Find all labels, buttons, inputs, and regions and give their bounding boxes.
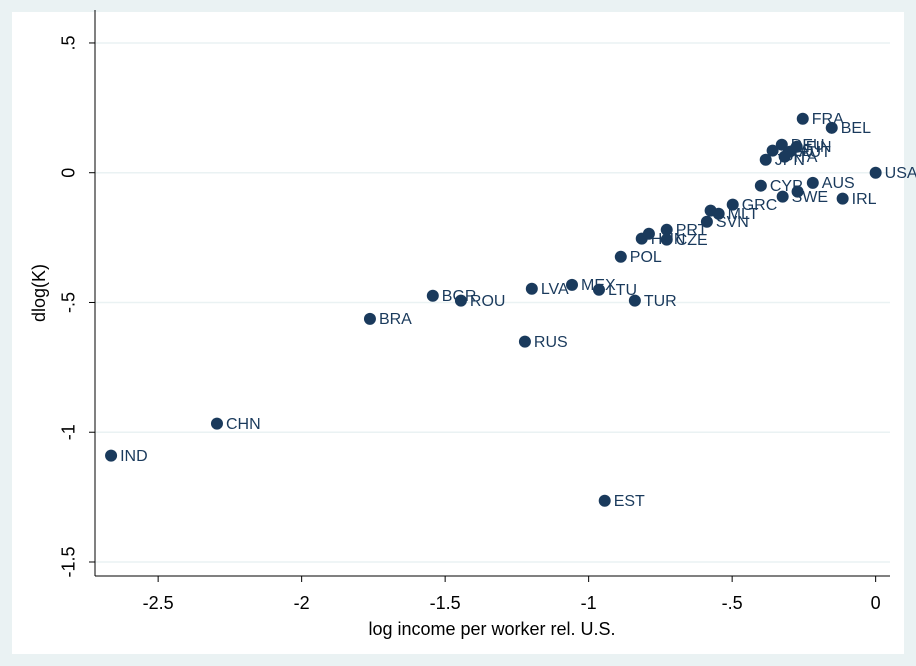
point (806, 176, 819, 189)
y-tick-label: 0 (59, 168, 79, 178)
point (105, 449, 118, 462)
point (836, 192, 849, 205)
point-label: ITA (794, 149, 818, 166)
point (210, 417, 223, 430)
point (642, 227, 655, 240)
point-label: POL (630, 249, 662, 266)
point-label: AUS (822, 175, 855, 192)
point (614, 250, 627, 263)
point (825, 121, 838, 134)
point (759, 153, 772, 166)
point-label: FIN (806, 139, 832, 156)
point (712, 207, 725, 220)
point (869, 166, 882, 179)
point-label: USA (885, 165, 916, 182)
point (363, 312, 376, 325)
point-label: IND (120, 448, 148, 465)
point-label: SVN (716, 214, 749, 231)
x-tick-label: 0 (871, 593, 881, 613)
point (566, 278, 578, 291)
y-axis-title: dlog(K) (29, 264, 49, 322)
point (525, 282, 538, 295)
point-label: TUR (644, 293, 677, 310)
point (592, 283, 605, 296)
y-tick-label: .5 (59, 35, 79, 50)
y-tick-label: -1 (59, 424, 79, 440)
x-axis-title: log income per worker rel. U.S. (368, 619, 615, 639)
y-tick-label: -.5 (59, 292, 79, 313)
point-label: EST (614, 493, 645, 510)
point (775, 138, 788, 151)
point-label: RUS (534, 334, 568, 351)
graph-region (12, 12, 904, 654)
point-label: IRL (852, 191, 877, 208)
point (454, 294, 467, 307)
x-tick-label: -1 (581, 593, 597, 613)
point-label: LTU (608, 282, 637, 299)
point-label: CZE (676, 232, 708, 249)
point (776, 190, 789, 203)
point-label: AUT (799, 144, 831, 161)
point (796, 112, 809, 125)
point (700, 215, 713, 228)
point-label: ROU (470, 293, 506, 310)
point (766, 144, 779, 157)
point (778, 150, 791, 163)
point (628, 294, 641, 307)
point-label: BRA (379, 311, 412, 328)
point-label: GRC (742, 197, 778, 214)
point (726, 198, 739, 211)
point-label: MLT (728, 206, 759, 223)
x-tick-label: -.5 (722, 593, 743, 613)
point (598, 494, 611, 507)
x-tick-label: -1.5 (430, 593, 461, 613)
point-label: CHN (226, 416, 261, 433)
point (660, 233, 673, 246)
point (790, 140, 803, 153)
point-label: LVA (541, 281, 569, 298)
point (660, 223, 673, 236)
point (754, 179, 767, 192)
point (426, 289, 439, 302)
y-tick-label: -1.5 (59, 546, 79, 577)
point (518, 335, 531, 348)
x-tick-label: -2 (294, 593, 310, 613)
x-tick-label: -2.5 (143, 593, 174, 613)
point (791, 185, 804, 198)
point-label: BEL (841, 120, 871, 137)
point-label: PRT (676, 222, 708, 239)
